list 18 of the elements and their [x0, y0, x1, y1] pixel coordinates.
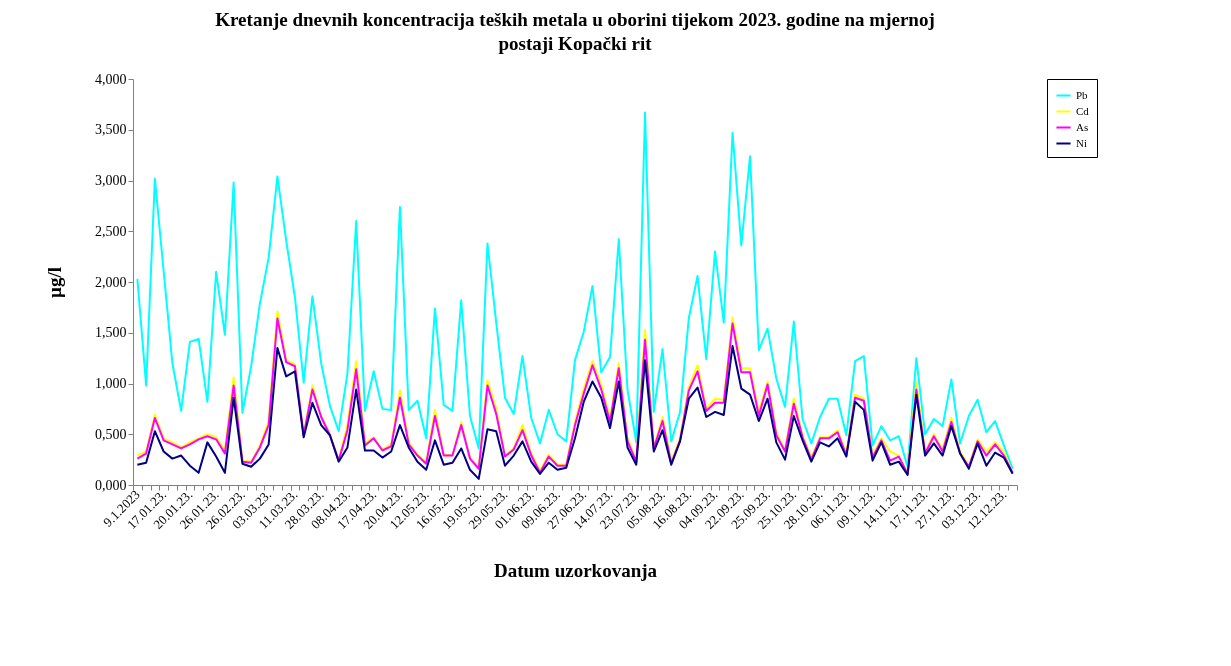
y-tick-label: 3,000	[95, 173, 127, 188]
y-tick-label: 0,000	[95, 477, 127, 493]
y-tick-label: 2,500	[95, 223, 127, 239]
y-tick-label: 1,500	[95, 325, 127, 341]
y-axis-title: µg/l	[44, 266, 65, 299]
y-tick-label: 4,000	[95, 71, 127, 87]
legend-label: Pb	[1076, 88, 1089, 101]
y-tick-label: 3,500	[95, 122, 127, 138]
y-tick-label: 1,000	[95, 376, 127, 391]
legend-label: As	[1076, 120, 1089, 133]
line-series	[136, 111, 1014, 470]
legend-label: Ni	[1076, 136, 1087, 149]
legend-label: Cd	[1076, 104, 1090, 117]
line-series	[136, 344, 1014, 480]
chart-title: Kretanje dnevnih koncentracija teških metala u oborini tijekom 2023. godine na mjernoj postaji Kopački rit	[215, 9, 935, 54]
y-tick-label: 0,500	[95, 426, 127, 442]
y-tick-label: 2,000	[95, 274, 127, 290]
x-axis-title: Datum uzorkovanja	[493, 559, 658, 581]
